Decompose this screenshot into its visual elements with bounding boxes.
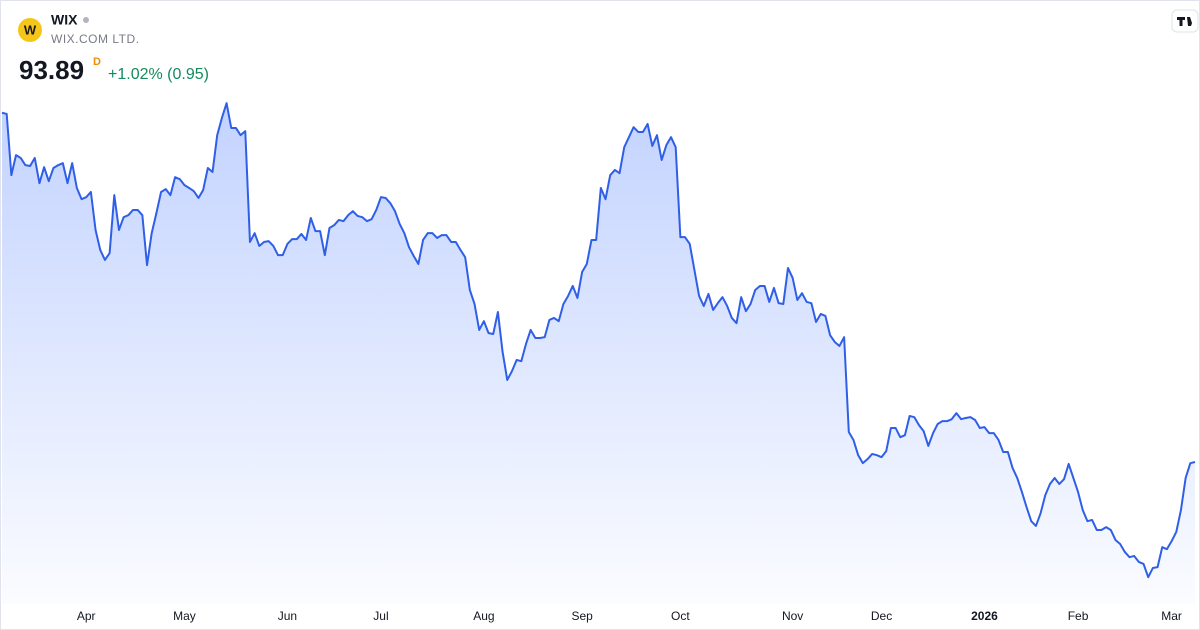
brand-logo[interactable] bbox=[1171, 9, 1199, 33]
x-tick-label: Oct bbox=[671, 609, 690, 623]
x-tick-label: Nov bbox=[782, 609, 803, 623]
x-tick-label: Jun bbox=[278, 609, 297, 623]
x-tick-label: 2026 bbox=[971, 609, 998, 623]
area-fill bbox=[2, 103, 1195, 604]
price-line bbox=[1, 102, 1196, 579]
status-dot bbox=[83, 17, 89, 23]
logo-text: W bbox=[24, 22, 37, 37]
x-tick-label: Feb bbox=[1068, 609, 1089, 623]
logo bbox=[18, 18, 42, 42]
x-tick-label: Jul bbox=[373, 609, 388, 623]
company-name: WIX.COM LTD. bbox=[51, 32, 139, 46]
price: 93.89 bbox=[19, 55, 84, 85]
symbol: WIX bbox=[51, 12, 78, 28]
brand-mark[interactable] bbox=[1177, 17, 1194, 26]
brand-badge[interactable] bbox=[1171, 9, 1199, 33]
x-tick-label: Mar bbox=[1161, 609, 1182, 623]
x-tick-label: Apr bbox=[77, 609, 96, 623]
price-change: +1.02% (0.95) bbox=[108, 66, 209, 83]
plot-area bbox=[1, 102, 1196, 604]
x-tick-label: Sep bbox=[571, 609, 593, 623]
x-tick-label: Dec bbox=[871, 609, 892, 623]
x-tick-label: Aug bbox=[473, 609, 494, 623]
interval-badge: D bbox=[93, 56, 101, 68]
x-tick-label: May bbox=[173, 609, 196, 623]
